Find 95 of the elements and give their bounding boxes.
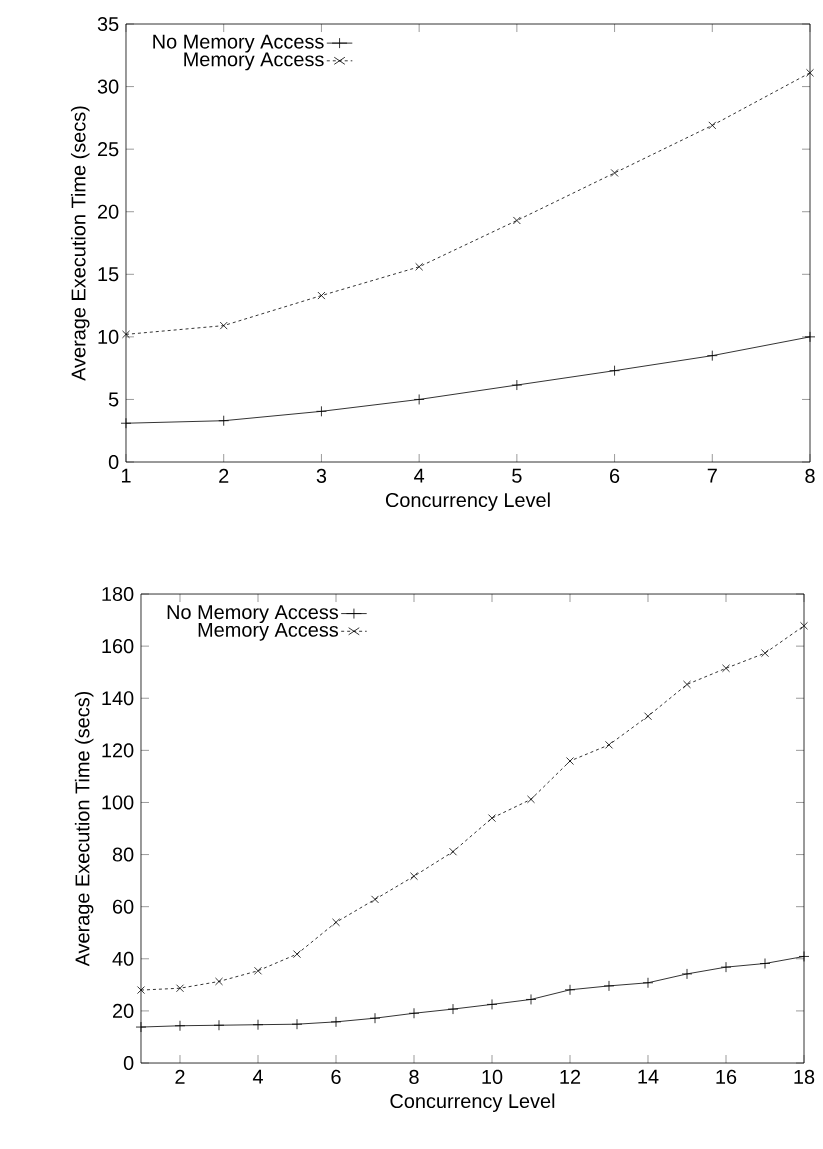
point <box>512 216 521 225</box>
y-tick-label: 10 <box>98 329 119 344</box>
point <box>415 262 424 271</box>
point <box>642 977 654 989</box>
point <box>800 621 808 630</box>
point <box>291 1018 303 1030</box>
y-tick-label: 25 <box>98 142 119 157</box>
y-tick-label: 15 <box>98 267 119 282</box>
point <box>408 1007 420 1019</box>
y-tick-label: 40 <box>112 951 134 966</box>
point <box>213 1019 225 1031</box>
y-tick-label: 20 <box>98 204 119 219</box>
x-tick-label: 14 <box>638 1069 659 1084</box>
point <box>215 977 223 986</box>
point <box>486 998 498 1010</box>
point <box>174 1020 186 1032</box>
x-tick-label: 8 <box>409 1069 419 1084</box>
point <box>566 757 574 765</box>
point <box>330 1016 342 1028</box>
point <box>120 417 132 429</box>
x-tick-label: 16 <box>716 1069 737 1084</box>
point <box>644 712 652 721</box>
x-tick-label: 12 <box>560 1069 581 1084</box>
point <box>369 1012 381 1024</box>
point <box>316 405 327 417</box>
point <box>410 872 418 881</box>
point <box>511 379 523 391</box>
point <box>293 950 301 959</box>
x-tick-label: 4 <box>252 1069 263 1084</box>
point <box>413 394 425 405</box>
x-tick-label: 18 <box>794 1069 815 1084</box>
point <box>798 951 810 962</box>
point <box>317 291 326 300</box>
point <box>681 968 693 980</box>
point <box>708 121 717 130</box>
legend-label: Memory Access <box>198 622 339 641</box>
point <box>527 795 535 804</box>
point <box>525 994 537 1005</box>
x-tick-label: 7 <box>707 468 717 483</box>
y-tick-label: 120 <box>102 743 134 758</box>
x-tick-label: 3 <box>316 468 327 483</box>
point <box>722 664 730 673</box>
point <box>218 415 230 427</box>
point <box>135 1021 147 1033</box>
point <box>720 961 732 973</box>
point <box>603 980 615 992</box>
point <box>683 680 691 689</box>
point <box>564 984 576 996</box>
y-tick-label: 60 <box>113 899 134 914</box>
point <box>332 918 340 927</box>
x-tick-label: 2 <box>175 1069 185 1084</box>
y-tick-label: 35 <box>97 16 119 32</box>
legend-label: No Memory Access <box>167 605 339 624</box>
point <box>254 966 262 975</box>
y-tick-label: 80 <box>112 847 134 862</box>
legend-label: No Memory Access <box>153 34 324 53</box>
x-tick-label: 4 <box>414 468 425 483</box>
point <box>609 365 620 377</box>
x-tick-label: 2 <box>219 468 229 483</box>
point <box>137 986 145 994</box>
point <box>759 958 771 969</box>
point <box>761 649 769 658</box>
y-tick-label: 0 <box>123 1055 134 1071</box>
y-tick-label: 20 <box>113 1003 134 1018</box>
point <box>804 331 816 343</box>
point <box>219 321 228 330</box>
point <box>252 1019 264 1031</box>
point <box>447 1003 459 1015</box>
x-tick-label: 5 <box>512 468 522 483</box>
x-tick-label: 1 <box>121 468 131 483</box>
y-tick-label: 180 <box>102 586 134 602</box>
y-tick-label: 140 <box>102 691 134 706</box>
x-tick-label: 6 <box>331 1069 341 1084</box>
y-axis-title: Average Execution Time (secs) <box>70 106 90 381</box>
x-axis-title: Concurrency Level <box>390 1093 555 1113</box>
x-tick-label: 6 <box>610 468 620 483</box>
point <box>176 984 184 993</box>
point <box>706 350 718 362</box>
x-tick-label: 10 <box>482 1069 503 1084</box>
point <box>806 68 814 77</box>
x-axis-title: Concurrency Level <box>385 492 550 512</box>
point <box>610 169 619 177</box>
point <box>605 740 613 749</box>
y-axis-title: Average Execution Time (secs) <box>74 691 94 967</box>
y-tick-label: 0 <box>108 454 119 470</box>
point <box>488 814 496 823</box>
y-tick-label: 160 <box>102 639 134 654</box>
legend-label: Memory Access <box>184 52 324 71</box>
point <box>122 330 130 339</box>
y-tick-label: 5 <box>108 392 119 407</box>
x-tick-label: 8 <box>805 468 815 483</box>
point <box>371 895 379 904</box>
y-tick-label: 100 <box>102 795 134 810</box>
y-tick-label: 30 <box>97 79 119 94</box>
point <box>449 847 457 856</box>
